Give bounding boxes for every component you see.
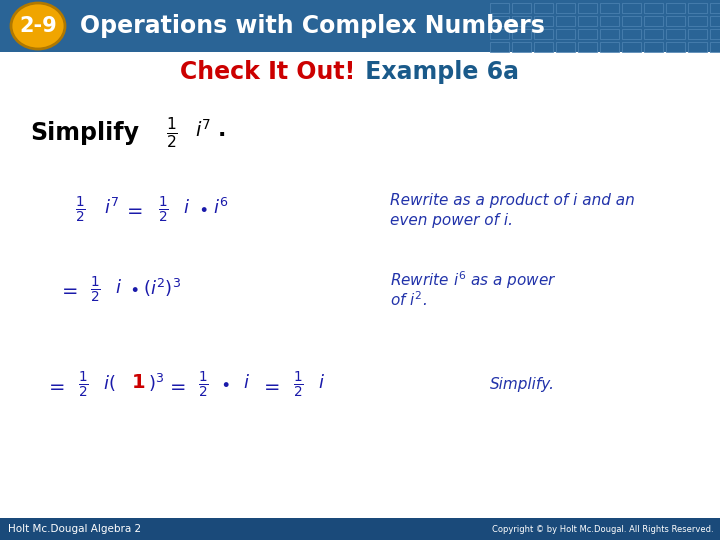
Text: $i($: $i($	[103, 373, 115, 393]
Text: Check It Out!: Check It Out!	[180, 60, 355, 84]
Text: $\bullet$: $\bullet$	[129, 279, 139, 297]
Text: Example 6a: Example 6a	[357, 60, 519, 84]
Text: $\frac{1}{2}$: $\frac{1}{2}$	[90, 275, 100, 305]
Text: $\bullet$: $\bullet$	[198, 199, 207, 217]
Text: $\frac{1}{2}$: $\frac{1}{2}$	[292, 370, 303, 400]
Text: Rewrite as a product of i and an: Rewrite as a product of i and an	[390, 192, 635, 207]
Text: $=$: $=$	[123, 200, 143, 219]
Ellipse shape	[11, 3, 65, 49]
Text: $=$: $=$	[166, 375, 186, 395]
Text: $(i^2)^3$: $(i^2)^3$	[143, 277, 181, 299]
Text: $=$: $=$	[58, 280, 78, 300]
Text: even power of i.: even power of i.	[390, 213, 513, 227]
Text: $\frac{1}{2}$: $\frac{1}{2}$	[166, 116, 178, 151]
Text: $\frac{1}{2}$: $\frac{1}{2}$	[158, 195, 168, 225]
Text: Simplify.: Simplify.	[490, 377, 555, 393]
FancyBboxPatch shape	[0, 52, 720, 518]
Text: Holt Mc.Dougal Algebra 2: Holt Mc.Dougal Algebra 2	[8, 524, 141, 534]
Text: $i^7$: $i^7$	[104, 198, 120, 218]
Text: Copyright © by Holt Mc.Dougal. All Rights Reserved.: Copyright © by Holt Mc.Dougal. All Right…	[492, 524, 714, 534]
Text: Operations with Complex Numbers: Operations with Complex Numbers	[80, 14, 545, 38]
Text: $)^3$: $)^3$	[148, 372, 164, 394]
Text: $i$: $i$	[115, 279, 122, 297]
Text: 2-9: 2-9	[19, 16, 57, 36]
Text: $i^6$: $i^6$	[213, 198, 228, 218]
Text: $\frac{1}{2}$: $\frac{1}{2}$	[198, 370, 208, 400]
Text: .: .	[218, 120, 226, 140]
Text: Rewrite $i^6$ as a power: Rewrite $i^6$ as a power	[390, 269, 557, 291]
Text: $i$: $i$	[318, 374, 325, 392]
Text: of $i^2$.: of $i^2$.	[390, 291, 427, 309]
Text: $\frac{1}{2}$: $\frac{1}{2}$	[75, 195, 86, 225]
FancyBboxPatch shape	[0, 0, 720, 52]
Text: $=$: $=$	[260, 375, 280, 395]
FancyBboxPatch shape	[0, 518, 720, 540]
Text: $\bullet$: $\bullet$	[220, 374, 230, 392]
Text: $\frac{1}{2}$: $\frac{1}{2}$	[78, 370, 89, 400]
Text: Simplify: Simplify	[30, 121, 139, 145]
Text: $i^7$: $i^7$	[195, 119, 212, 141]
Text: $\mathbf{1}$: $\mathbf{1}$	[131, 374, 145, 393]
Text: $=$: $=$	[45, 375, 65, 395]
Text: $i$: $i$	[183, 199, 190, 217]
Text: $i$: $i$	[243, 374, 250, 392]
